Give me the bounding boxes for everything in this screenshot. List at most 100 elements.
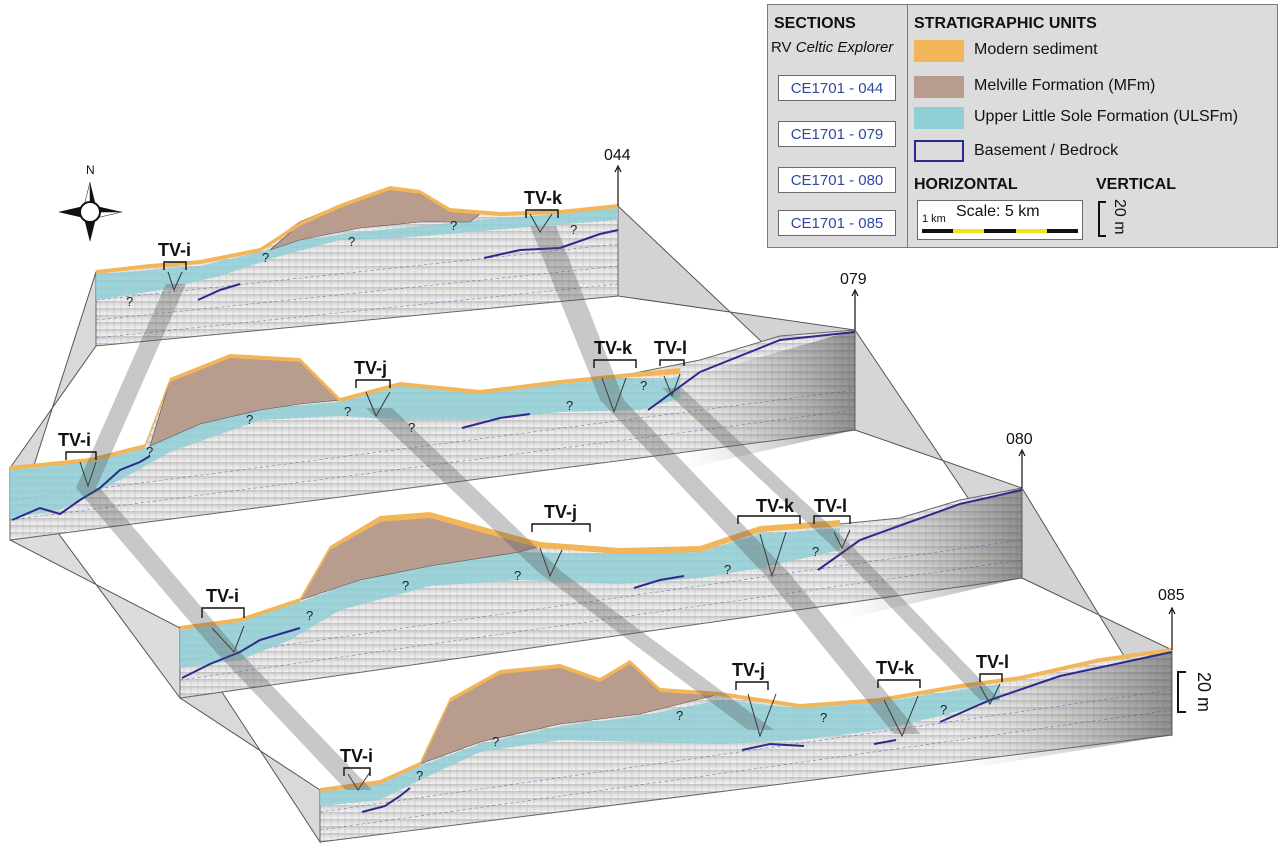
vessel-label: RV Celtic Explorer — [771, 39, 894, 56]
band-tvk-2 — [600, 400, 790, 574]
sections-title: SECTIONS — [774, 15, 856, 32]
query-mark: ? — [570, 222, 577, 237]
tv-label-085-j: TV-j — [732, 660, 765, 680]
profile-label-085: 085 — [1158, 587, 1185, 604]
units-title: STRATIGRAPHIC UNITS — [914, 15, 1097, 32]
bedrock-085c — [873, 739, 897, 745]
bedrock-044b — [197, 283, 241, 301]
band-tvk-3 — [764, 574, 920, 734]
query-mark: ? — [306, 608, 313, 623]
tv-label-079-i: TV-i — [58, 430, 91, 450]
section-link-079[interactable]: CE1701 - 079 — [778, 121, 896, 147]
query-mark: ? — [126, 294, 133, 309]
north-label: N — [86, 163, 95, 177]
tv-label-085-i: TV-i — [340, 746, 373, 766]
band-tvj-1 — [366, 408, 562, 572]
tv-label-044-k: TV-k — [524, 188, 563, 208]
query-mark: ? — [348, 234, 355, 249]
bedrock-079 — [11, 455, 151, 521]
ulsf-079 — [10, 376, 680, 518]
unit-label-bedrock: Basement / Bedrock — [974, 142, 1119, 159]
tv-label-085-l: TV-l — [976, 652, 1009, 672]
query-mark: ? — [676, 708, 683, 723]
bedrock-080b — [633, 575, 685, 589]
modern-085 — [320, 648, 1172, 792]
swatch-ulsf — [914, 107, 964, 129]
query-mark: ? — [640, 378, 647, 393]
vertical-scale-label: 20 m — [1111, 199, 1128, 235]
bedrock-080c — [817, 489, 1023, 571]
band-tvl-1 — [662, 388, 850, 544]
band-tvl-2 — [830, 544, 1000, 700]
query-mark: ? — [146, 444, 153, 459]
ulsf-085 — [320, 684, 1000, 806]
profile-label-080: 080 — [1006, 431, 1033, 448]
unit-label-ulsf: Upper Little Sole Formation (ULSFm) — [974, 108, 1239, 125]
horizontal-title: HORIZONTAL — [914, 176, 1018, 193]
unit-label-melville: Melville Formation (MFm) — [974, 77, 1156, 94]
ulsf-044 — [96, 208, 618, 300]
scale-bar — [922, 229, 1079, 233]
query-mark: ? — [812, 544, 819, 559]
bedrock-085d — [939, 651, 1173, 723]
query-mark: ? — [492, 734, 499, 749]
band-tvk-1 — [530, 226, 624, 400]
swatch-bedrock — [914, 140, 964, 162]
query-mark: ? — [514, 568, 521, 583]
profile-label-044: 044 — [604, 147, 631, 164]
bedrock-080 — [181, 627, 301, 679]
tv-label-080-l: TV-l — [814, 496, 847, 516]
correlation-bands — [76, 226, 1000, 790]
vertical-scale-right-label: 20 m — [1194, 672, 1214, 712]
tv-label-085-k: TV-k — [876, 658, 915, 678]
section-link-044[interactable]: CE1701 - 044 — [778, 75, 896, 101]
band-tvi-3 — [214, 650, 372, 790]
bedrock-085b — [741, 742, 805, 751]
scale-small-label: 1 km — [922, 213, 946, 225]
modern-080 — [180, 512, 840, 630]
horizontal-scale-box: 1 km Scale: 5 km — [917, 200, 1083, 240]
profile-085 — [319, 648, 1173, 843]
band-tvi-2 — [76, 488, 238, 650]
tv-label-080-k: TV-k — [756, 496, 795, 516]
bedrock-079b — [461, 413, 531, 429]
section-link-085[interactable]: CE1701 - 085 — [778, 210, 896, 236]
tv-label-079-l: TV-l — [654, 338, 687, 358]
bedrock-044 — [483, 229, 619, 259]
query-mark: ? — [246, 412, 253, 427]
swatch-modern-sediment — [914, 40, 964, 62]
scale-label: Scale: 5 km — [956, 203, 1040, 220]
profile-080 — [179, 487, 1023, 699]
vertical-scale-bracket — [1098, 201, 1106, 237]
vertical-title: VERTICAL — [1096, 176, 1176, 193]
unit-label-modern: Modern sediment — [974, 41, 1098, 58]
query-mark: ? — [402, 578, 409, 593]
query-mark: ? — [450, 218, 457, 233]
profile-079 — [9, 329, 856, 541]
band-tvi-1 — [76, 284, 186, 488]
query-mark: ? — [344, 404, 351, 419]
modern-044 — [96, 186, 618, 274]
bedrock-085 — [361, 787, 411, 813]
query-mark: ? — [940, 702, 947, 717]
query-mark: ? — [408, 420, 415, 435]
ulsf-080 — [180, 528, 840, 668]
query-mark: ? — [566, 398, 573, 413]
legend-panel: SECTIONS RV Celtic Explorer CE1701 - 044… — [767, 4, 1278, 248]
band-tvj-2 — [538, 572, 774, 730]
tv-label-079-k: TV-k — [594, 338, 633, 358]
tv-label-044-i: TV-i — [158, 240, 191, 260]
tv-label-080-i: TV-i — [206, 586, 239, 606]
query-mark: ? — [724, 562, 731, 577]
section-link-080[interactable]: CE1701 - 080 — [778, 167, 896, 193]
query-mark: ? — [820, 710, 827, 725]
swatch-melville — [914, 76, 964, 98]
query-mark: ? — [416, 768, 423, 783]
vertical-scale-bar — [1177, 671, 1186, 713]
profile-044 — [95, 186, 619, 347]
tv-label-080-j: TV-j — [544, 502, 577, 522]
profile-label-079: 079 — [840, 271, 867, 288]
compass-rose-icon — [58, 181, 123, 242]
tv-label-079-j: TV-j — [354, 358, 387, 378]
